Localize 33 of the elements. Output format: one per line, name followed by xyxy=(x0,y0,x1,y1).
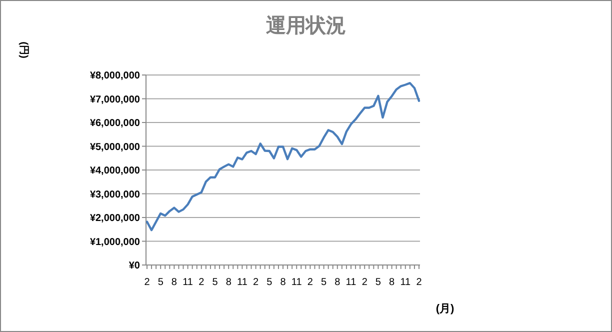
x-tick-label: 2 xyxy=(198,277,205,288)
x-tick-label: 5 xyxy=(158,277,164,288)
x-tick-label: 2 xyxy=(362,277,368,288)
x-tick-label: 8 xyxy=(389,277,396,288)
x-tick-label: 5 xyxy=(212,277,218,288)
x-tick-label: 11 xyxy=(291,277,302,288)
x-tick-label: 2 xyxy=(253,277,260,288)
x-tick-label: 8 xyxy=(280,277,286,288)
x-tick-label: 2 xyxy=(307,277,314,288)
x-tick-label: 5 xyxy=(375,277,382,288)
y-tick-label: ¥3,000,000 xyxy=(90,189,140,200)
x-tick-label: 2 xyxy=(416,277,422,288)
y-tick-label: ¥8,000,000 xyxy=(90,70,140,82)
y-tick-label: ¥1,000,000 xyxy=(90,236,140,248)
x-tick-label: 11 xyxy=(182,277,194,288)
x-tick-label: 5 xyxy=(321,277,328,288)
x-tick-label: 11 xyxy=(237,277,248,288)
x-tick-label: 8 xyxy=(171,277,178,288)
chart-title: 運用状況 xyxy=(265,15,346,37)
x-tick-label: 2 xyxy=(144,277,150,288)
y-tick-label: ¥5,000,000 xyxy=(90,142,140,153)
y-tick-label: ¥6,000,000 xyxy=(90,118,140,129)
y-tick-label: ¥0 xyxy=(128,260,140,272)
y-tick-label: ¥4,000,000 xyxy=(90,166,140,176)
x-tick-label: 11 xyxy=(346,277,357,288)
x-axis-title: (月) xyxy=(436,303,454,315)
x-tick-label: 5 xyxy=(266,277,273,288)
y-tick-label: ¥7,000,000 xyxy=(90,94,140,106)
y-tick-label: ¥2,000,000 xyxy=(90,213,140,224)
x-tick-label: 11 xyxy=(400,277,412,288)
x-tick-label: 8 xyxy=(334,277,341,288)
text: (円) xyxy=(18,42,29,58)
x-tick-label: 8 xyxy=(226,277,232,288)
